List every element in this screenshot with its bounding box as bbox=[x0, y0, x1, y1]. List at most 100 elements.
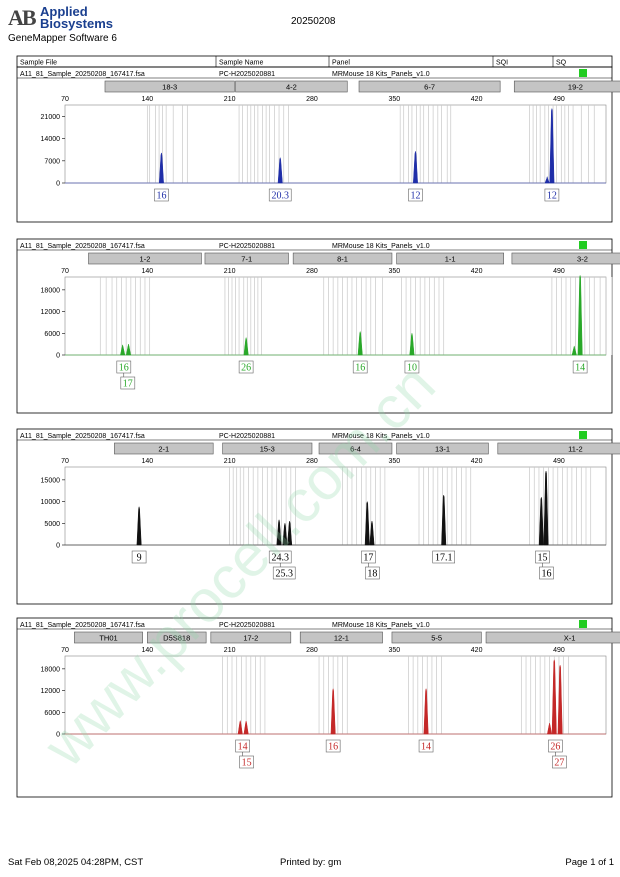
allele-box bbox=[572, 360, 588, 374]
peak bbox=[277, 157, 283, 184]
marker-4-2 bbox=[235, 80, 348, 93]
allele-label: 25.3 bbox=[275, 569, 293, 580]
y-tick-label: 0 bbox=[56, 353, 60, 360]
plot-area bbox=[64, 466, 607, 546]
marker-label: 3-2 bbox=[577, 255, 588, 264]
column-header-row bbox=[16, 55, 613, 68]
x-tick-label: 420 bbox=[471, 268, 483, 275]
marker-label: 1-2 bbox=[140, 255, 151, 264]
dye-panel-2: A11_81_Sample_20250208_167417.fsa PC-H202… bbox=[16, 238, 620, 414]
peak bbox=[136, 506, 142, 546]
allele-label: 12 bbox=[410, 191, 420, 202]
allele-label: 10 bbox=[407, 363, 417, 374]
x-tick-label: 140 bbox=[141, 458, 153, 465]
allele-box bbox=[432, 550, 456, 564]
peak bbox=[282, 523, 288, 546]
x-tick-label: 210 bbox=[224, 458, 236, 465]
x-tick-label: 210 bbox=[224, 268, 236, 275]
marker-D5S818 bbox=[147, 631, 207, 644]
sample-file: A11_81_Sample_20250208_167417.fsa bbox=[20, 71, 145, 78]
marker-5-5 bbox=[391, 631, 482, 644]
marker-15-3 bbox=[222, 442, 313, 455]
marker-label: 1-1 bbox=[445, 255, 456, 264]
allele-box bbox=[404, 360, 420, 374]
peak bbox=[544, 176, 550, 184]
brand-line-1: Applied bbox=[40, 4, 88, 19]
y-tick-label: 0 bbox=[56, 181, 60, 188]
peak bbox=[538, 497, 544, 546]
footer-page: Page 1 of 1 bbox=[565, 857, 614, 868]
panel-frame bbox=[16, 66, 613, 223]
peak bbox=[551, 659, 557, 735]
peak bbox=[423, 688, 429, 735]
marker-12-1 bbox=[299, 631, 383, 644]
x-tick-label: 490 bbox=[553, 268, 565, 275]
peak bbox=[557, 665, 563, 735]
marker-label: 5-5 bbox=[431, 634, 442, 643]
allele-box bbox=[268, 188, 292, 202]
allele-box bbox=[544, 188, 560, 202]
marker-label: 6-4 bbox=[350, 445, 361, 454]
peak bbox=[441, 494, 447, 546]
allele-box bbox=[272, 566, 296, 580]
x-tick-label: 490 bbox=[553, 458, 565, 465]
run-date: 20250208 bbox=[291, 16, 336, 27]
status-indicator bbox=[579, 241, 587, 249]
y-tick-label: 5000 bbox=[44, 521, 60, 528]
y-tick-label: 18000 bbox=[41, 666, 61, 673]
marker-8-1 bbox=[292, 252, 393, 265]
marker-label: 17-2 bbox=[243, 634, 258, 643]
peak bbox=[120, 344, 126, 356]
peak bbox=[158, 152, 164, 184]
panel-name: MRMouse 18 Kits_Panels_v1.0 bbox=[332, 433, 430, 440]
allele-box bbox=[552, 755, 567, 769]
allele-label: 16 bbox=[156, 191, 166, 202]
plot-area bbox=[64, 276, 607, 356]
allele-box bbox=[352, 360, 368, 374]
marker-label: 2-1 bbox=[158, 445, 169, 454]
sample-file: A11_81_Sample_20250208_167417.fsa bbox=[20, 433, 145, 440]
marker-13-1 bbox=[396, 442, 489, 455]
panel-frame bbox=[16, 428, 613, 605]
marker-label: D5S818 bbox=[163, 634, 190, 643]
x-tick-label: 420 bbox=[471, 458, 483, 465]
marker-label: X-1 bbox=[564, 634, 576, 643]
x-tick-label: 280 bbox=[306, 647, 318, 654]
y-tick-label: 6000 bbox=[44, 710, 60, 717]
x-tick-label: 490 bbox=[553, 96, 565, 103]
peak bbox=[287, 521, 293, 546]
marker-6-7 bbox=[358, 80, 501, 93]
allele-label: 17 bbox=[363, 553, 373, 564]
ab-logo-mark: AB bbox=[8, 5, 37, 30]
x-tick-label: 350 bbox=[388, 647, 400, 654]
y-tick-label: 21000 bbox=[41, 114, 61, 121]
x-tick-label: 210 bbox=[224, 647, 236, 654]
marker-label: TH01 bbox=[99, 634, 117, 643]
x-tick-label: 350 bbox=[388, 96, 400, 103]
dye-panel-1: A11_81_Sample_20250208_167417.fsa PC-H202… bbox=[16, 66, 620, 223]
marker-label: 15-3 bbox=[260, 445, 275, 454]
col-panel: Panel bbox=[332, 60, 350, 67]
allele-box bbox=[131, 550, 147, 564]
allele-label: 14 bbox=[238, 742, 248, 753]
allele-box bbox=[418, 739, 434, 753]
allele-label: 15 bbox=[537, 553, 547, 564]
marker-TH01 bbox=[74, 631, 143, 644]
panel-name: MRMouse 18 Kits_Panels_v1.0 bbox=[332, 622, 430, 629]
peak bbox=[237, 720, 243, 735]
dye-panel-3: A11_81_Sample_20250208_167417.fsa PC-H202… bbox=[16, 428, 620, 605]
marker-3-2 bbox=[511, 252, 620, 265]
allele-label: 26 bbox=[241, 363, 251, 374]
marker-17-2 bbox=[210, 631, 292, 644]
allele-label: 16 bbox=[328, 742, 338, 753]
y-tick-label: 12000 bbox=[41, 688, 61, 695]
allele-box bbox=[365, 566, 380, 580]
allele-label: 20.3 bbox=[271, 191, 289, 202]
y-tick-label: 15000 bbox=[41, 477, 61, 484]
marker-1-1 bbox=[396, 252, 504, 265]
peak bbox=[413, 151, 418, 184]
allele-label: 26 bbox=[550, 742, 560, 753]
y-tick-label: 7000 bbox=[44, 158, 60, 165]
marker-label: 19-2 bbox=[568, 83, 583, 92]
